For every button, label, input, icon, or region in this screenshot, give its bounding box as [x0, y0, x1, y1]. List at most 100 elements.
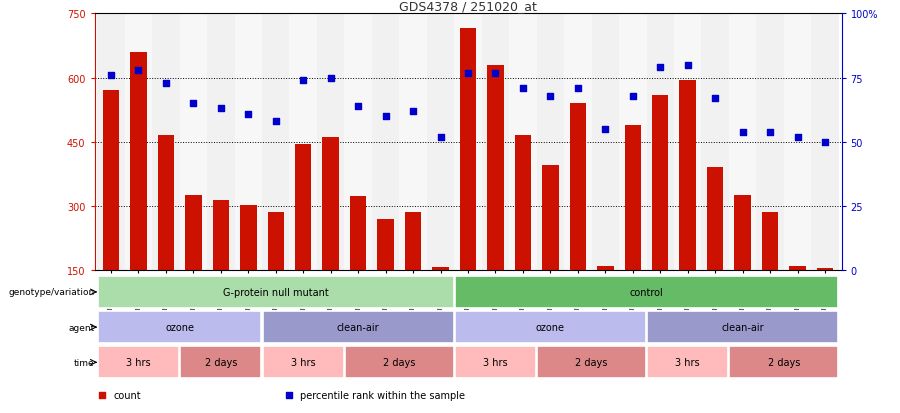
Text: ozone: ozone — [165, 322, 194, 332]
Bar — [570, 104, 586, 271]
Bar — [729, 14, 756, 271]
Point — [735, 129, 750, 135]
FancyBboxPatch shape — [263, 346, 344, 379]
Text: percentile rank within the sample: percentile rank within the sample — [300, 390, 465, 401]
Point — [186, 101, 201, 107]
Point — [296, 78, 310, 84]
Text: 2 days: 2 days — [768, 357, 800, 368]
Bar — [317, 14, 345, 271]
Point — [282, 392, 296, 399]
FancyBboxPatch shape — [647, 311, 838, 344]
Point — [351, 103, 365, 110]
Bar — [295, 145, 311, 271]
Bar — [680, 81, 696, 271]
Bar — [701, 14, 729, 271]
Point — [653, 65, 668, 71]
Bar — [674, 14, 701, 271]
Bar — [372, 14, 400, 271]
Bar — [487, 66, 504, 271]
Point — [131, 67, 146, 74]
Bar — [784, 14, 811, 271]
Point — [213, 106, 228, 112]
FancyBboxPatch shape — [454, 311, 646, 344]
Bar — [235, 14, 262, 271]
Bar — [262, 14, 290, 271]
Text: 2 days: 2 days — [575, 357, 608, 368]
Bar — [591, 14, 619, 271]
Text: 3 hrs: 3 hrs — [483, 357, 508, 368]
Bar — [597, 266, 614, 271]
Bar — [460, 29, 476, 271]
Point — [323, 75, 338, 82]
Point — [544, 93, 558, 100]
FancyBboxPatch shape — [98, 311, 262, 344]
Bar — [152, 14, 180, 271]
Text: count: count — [113, 390, 140, 401]
Point — [433, 134, 447, 141]
Bar — [432, 268, 449, 271]
FancyBboxPatch shape — [454, 276, 838, 309]
FancyBboxPatch shape — [98, 346, 179, 379]
Bar — [811, 14, 839, 271]
Point — [461, 70, 475, 77]
Bar — [377, 219, 394, 271]
Point — [818, 139, 832, 146]
Bar — [652, 95, 669, 271]
Bar — [97, 14, 125, 271]
Bar — [158, 136, 174, 271]
Bar — [103, 91, 119, 271]
Bar — [706, 168, 724, 271]
Point — [94, 392, 109, 399]
Bar — [482, 14, 509, 271]
FancyBboxPatch shape — [647, 346, 728, 379]
Bar — [762, 213, 778, 271]
FancyBboxPatch shape — [345, 346, 454, 379]
FancyBboxPatch shape — [537, 346, 646, 379]
Bar — [542, 166, 559, 271]
FancyBboxPatch shape — [180, 346, 262, 379]
Point — [241, 111, 256, 118]
Text: 3 hrs: 3 hrs — [291, 357, 316, 368]
Point — [104, 73, 118, 79]
Bar — [734, 196, 751, 271]
Point — [489, 70, 503, 77]
Point — [763, 129, 778, 135]
Bar — [817, 268, 833, 271]
Bar — [454, 14, 482, 271]
Bar — [756, 14, 784, 271]
Bar — [536, 14, 564, 271]
Text: agent: agent — [68, 323, 94, 332]
Text: 3 hrs: 3 hrs — [126, 357, 151, 368]
Text: time: time — [74, 358, 94, 367]
Text: 3 hrs: 3 hrs — [675, 357, 700, 368]
Bar — [125, 14, 152, 271]
Point — [680, 62, 695, 69]
Bar — [180, 14, 207, 271]
FancyBboxPatch shape — [454, 346, 536, 379]
Bar — [789, 266, 806, 271]
Point — [158, 80, 173, 87]
Text: clean-air: clean-air — [337, 322, 380, 332]
Bar — [515, 136, 531, 271]
Bar — [427, 14, 454, 271]
Bar — [509, 14, 536, 271]
Bar — [240, 205, 256, 271]
Title: GDS4378 / 251020_at: GDS4378 / 251020_at — [399, 0, 537, 13]
Text: 2 days: 2 days — [204, 357, 237, 368]
Text: control: control — [630, 287, 663, 297]
Point — [406, 109, 420, 115]
Bar — [350, 197, 366, 271]
Text: 2 days: 2 days — [383, 357, 416, 368]
Bar — [267, 213, 284, 271]
Bar — [400, 14, 427, 271]
Bar — [290, 14, 317, 271]
Bar — [564, 14, 591, 271]
Point — [626, 93, 640, 100]
Text: G-protein null mutant: G-protein null mutant — [223, 287, 328, 297]
Bar — [322, 138, 339, 271]
Text: ozone: ozone — [536, 322, 565, 332]
Point — [571, 85, 585, 92]
Bar — [625, 126, 641, 271]
Point — [598, 126, 613, 133]
Bar — [619, 14, 646, 271]
